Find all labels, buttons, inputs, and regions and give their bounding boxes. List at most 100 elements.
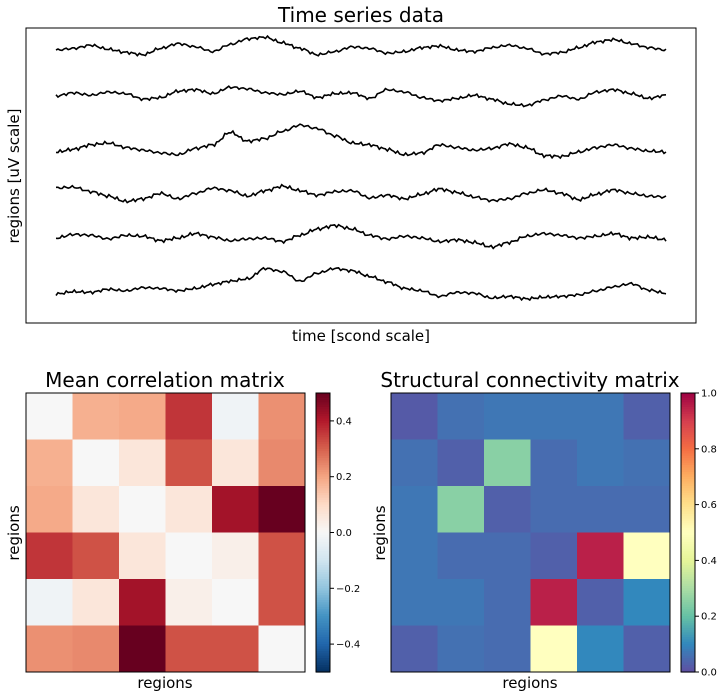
connectivity-colorbar-segment bbox=[681, 620, 695, 624]
correlation-cell bbox=[119, 439, 166, 487]
correlation-colorbar-segment bbox=[316, 546, 330, 550]
connectivity-frame bbox=[390, 392, 671, 673]
connectivity-cell bbox=[530, 532, 578, 580]
correlation-colorbar-segment bbox=[316, 667, 330, 671]
correlation-cell bbox=[72, 486, 120, 533]
connectivity-colorbar-segment bbox=[681, 411, 695, 415]
connectivity-colorbar-segment bbox=[681, 495, 695, 499]
connectivity-colorbar-segment bbox=[681, 492, 695, 496]
correlation-colorbar-segment bbox=[316, 565, 330, 568]
connectivity-colorbar-segment bbox=[681, 611, 695, 615]
time-series-frame bbox=[25, 27, 697, 324]
connectivity-colorbar-segment bbox=[681, 506, 695, 510]
correlation-colorbar-segment bbox=[316, 439, 330, 443]
connectivity-colorbar-segment bbox=[681, 432, 695, 436]
correlation-colorbar-segment bbox=[316, 602, 330, 606]
connectivity-colorbar-segment bbox=[681, 520, 695, 524]
connectivity-colorbar-segment bbox=[681, 660, 695, 664]
correlation-colorbar-segment bbox=[316, 637, 330, 641]
connectivity-colorbar-segment bbox=[681, 588, 695, 592]
time-series-panel: Time series data time [scond scale] regi… bbox=[5, 3, 697, 345]
connectivity-colorbar-segment bbox=[681, 534, 695, 538]
correlation-xlabel: regions bbox=[137, 674, 192, 692]
connectivity-cell bbox=[437, 579, 485, 626]
correlation-colorbar-segment bbox=[316, 583, 330, 587]
correlation-cell bbox=[26, 486, 73, 533]
correlation-colorbar-segment bbox=[316, 630, 330, 634]
correlation-colorbar-segment bbox=[316, 595, 330, 599]
correlation-cell bbox=[258, 579, 306, 626]
connectivity-colorbar: 1.0 0.8 0.6 0.4 0.2 0.0 bbox=[680, 389, 717, 679]
connectivity-colorbar-segment bbox=[681, 662, 695, 666]
connectivity-colorbar-segment bbox=[681, 395, 695, 399]
correlation-colorbar-segment bbox=[316, 541, 330, 545]
connectivity-colorbar-segment bbox=[681, 562, 695, 566]
connectivity-cell bbox=[484, 579, 531, 626]
correlation-colorbar-segment bbox=[316, 395, 330, 399]
time-series-xlabel: time [scond scale] bbox=[292, 327, 430, 345]
connectivity-colorbar-segment bbox=[681, 499, 695, 503]
connectivity-colorbar-segment bbox=[681, 469, 695, 473]
correlation-colorbar-segment bbox=[316, 581, 330, 585]
connectivity-colorbar-segment bbox=[681, 585, 695, 589]
connectivity-colorbar-segment bbox=[681, 532, 695, 536]
correlation-colorbar-tick-label: 0.4 bbox=[336, 416, 352, 427]
connectivity-colorbar-segment bbox=[681, 669, 695, 673]
correlation-colorbar-segment bbox=[316, 662, 330, 666]
correlation-colorbar-segment bbox=[316, 562, 330, 566]
correlation-colorbar-segment bbox=[316, 458, 330, 462]
connectivity-colorbar-segment bbox=[681, 439, 695, 443]
correlation-cell bbox=[212, 532, 259, 580]
correlation-colorbar-segment bbox=[316, 623, 330, 627]
correlation-cell bbox=[165, 439, 213, 487]
correlation-colorbar-segment bbox=[316, 411, 330, 415]
connectivity-colorbar-segment bbox=[681, 637, 695, 641]
correlation-cell bbox=[26, 439, 73, 487]
correlation-colorbar-tick-label: 0.2 bbox=[336, 472, 352, 483]
connectivity-cell bbox=[484, 439, 531, 487]
correlation-cell bbox=[165, 486, 213, 533]
correlation-colorbar-segment bbox=[316, 462, 330, 466]
connectivity-colorbar-segment bbox=[681, 623, 695, 627]
connectivity-colorbar-segment bbox=[681, 397, 695, 401]
correlation-colorbar-segment bbox=[316, 511, 330, 515]
connectivity-cell bbox=[577, 532, 624, 580]
series-line-4 bbox=[56, 183, 667, 204]
connectivity-colorbar-segment bbox=[681, 618, 695, 622]
connectivity-colorbar-segment bbox=[681, 425, 695, 429]
connectivity-colorbar-tick-label: 1.0 bbox=[701, 389, 717, 400]
connectivity-colorbar-segment bbox=[681, 413, 695, 417]
series-line-3 bbox=[55, 123, 667, 160]
correlation-colorbar-tick-label: −0.2 bbox=[336, 584, 360, 595]
correlation-colorbar-segment bbox=[316, 499, 330, 503]
correlation-colorbar-segment bbox=[316, 397, 330, 401]
connectivity-colorbar-segment bbox=[681, 592, 695, 596]
connectivity-colorbar-segment bbox=[681, 399, 695, 403]
correlation-colorbar-segment bbox=[316, 523, 330, 527]
connectivity-cell bbox=[391, 532, 438, 580]
connectivity-colorbar-segment bbox=[681, 465, 695, 468]
connectivity-cell bbox=[484, 625, 531, 673]
connectivity-colorbar-segment bbox=[681, 527, 695, 531]
correlation-colorbar: 0.4 0.2 0.0 −0.2 −0.4 bbox=[315, 392, 360, 673]
connectivity-colorbar-segment bbox=[681, 604, 695, 608]
correlation-colorbar-segment bbox=[316, 451, 330, 455]
correlation-colorbar-segment bbox=[316, 539, 330, 543]
correlation-cell bbox=[72, 532, 120, 580]
correlation-colorbar-segment bbox=[316, 469, 330, 473]
connectivity-colorbar-segment bbox=[681, 632, 695, 636]
connectivity-colorbar-segment bbox=[681, 648, 695, 652]
correlation-colorbar-segment bbox=[316, 492, 330, 496]
connectivity-panel: Structural connectivity matrix regions r… bbox=[371, 368, 717, 692]
connectivity-colorbar-segment bbox=[681, 565, 695, 568]
correlation-colorbar-segment bbox=[316, 576, 330, 580]
connectivity-colorbar-segment bbox=[681, 590, 695, 594]
connectivity-colorbar-segment bbox=[681, 472, 695, 475]
correlation-colorbar-segment bbox=[316, 627, 330, 631]
correlation-colorbar-segment bbox=[316, 486, 330, 489]
correlation-colorbar-segment bbox=[316, 525, 330, 529]
correlation-cell bbox=[165, 393, 213, 440]
correlation-colorbar-segment bbox=[316, 592, 330, 596]
connectivity-colorbar-segment bbox=[681, 630, 695, 634]
